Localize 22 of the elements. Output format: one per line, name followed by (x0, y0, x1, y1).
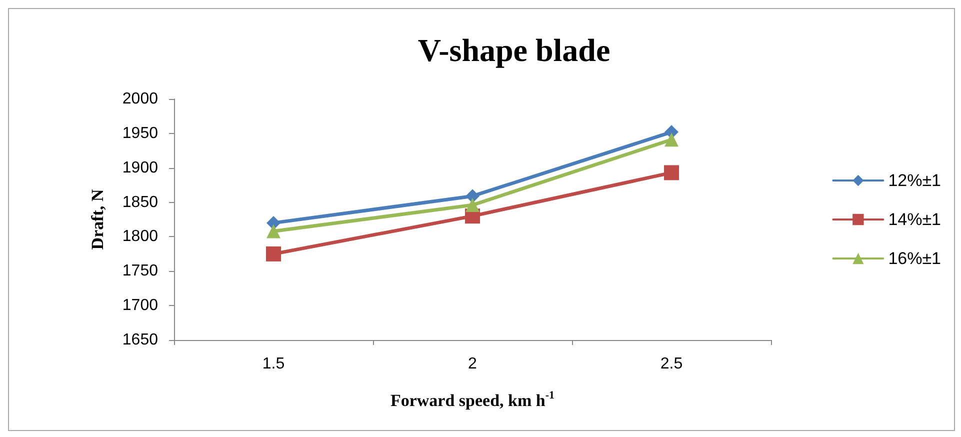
x-tick-label: 2 (468, 356, 478, 372)
point (466, 189, 480, 204)
y-tick-label: 1900 (122, 159, 158, 176)
point (266, 246, 281, 262)
point (664, 132, 678, 147)
legend-label: 14%±1 (888, 210, 942, 229)
y-tick-label: 1850 (122, 194, 158, 211)
y-axis-title: Draft, N (88, 188, 107, 250)
y-tick-label: 1800 (122, 228, 158, 246)
chart-title: V-shape blade (418, 32, 610, 68)
y-tick-label: 1700 (122, 297, 158, 314)
legend-label: 12%±1 (888, 171, 942, 190)
x-tick-label: 1.5 (262, 356, 285, 372)
x-tick-label: 2.5 (660, 356, 683, 372)
y-tick-label: 1650 (122, 332, 158, 348)
y-tick-label: 1950 (122, 124, 158, 142)
legend-label: 16%±1 (888, 249, 942, 268)
point (664, 165, 679, 180)
point (466, 198, 480, 212)
y-tick-label: 2000 (122, 90, 158, 108)
y-tick-label: 1750 (122, 262, 158, 280)
point (266, 224, 280, 238)
